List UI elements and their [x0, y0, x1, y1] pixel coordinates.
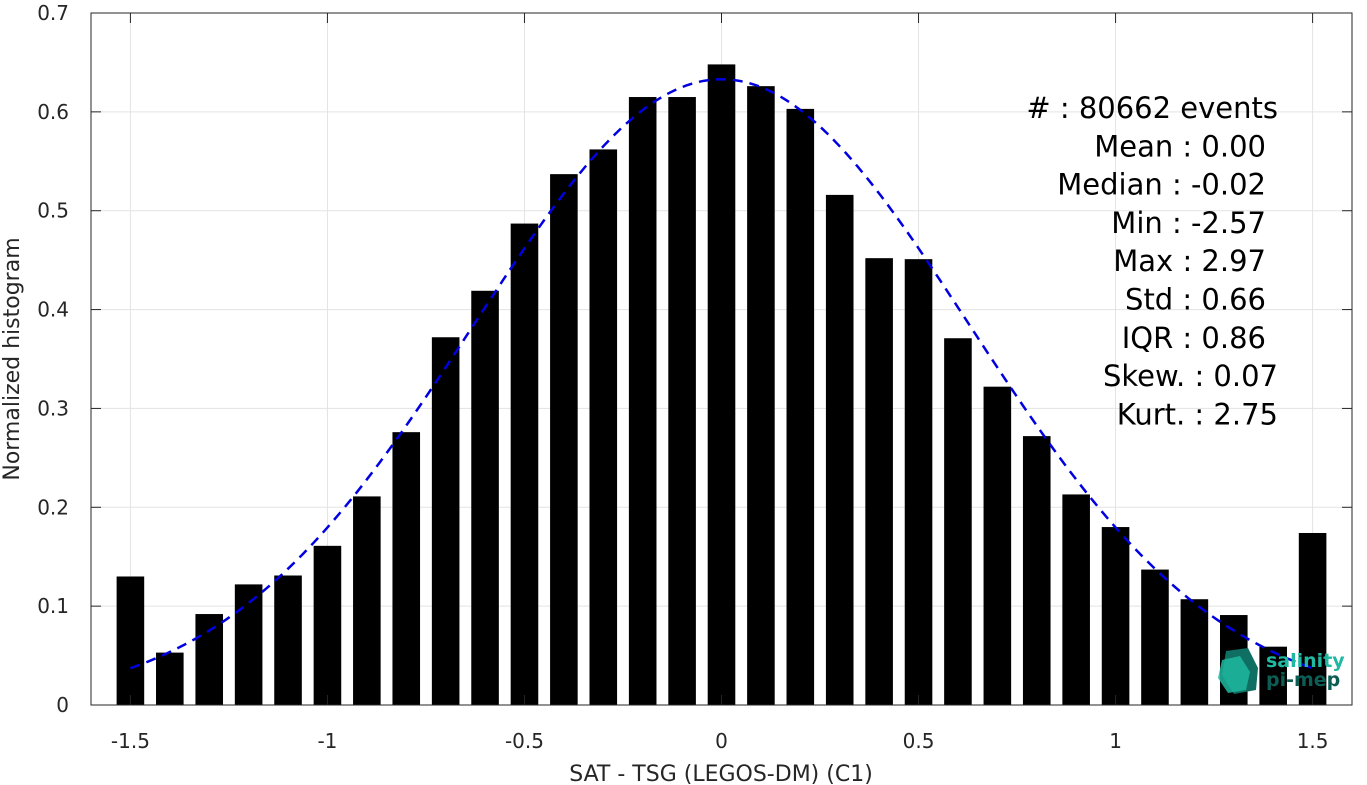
histogram-bar — [628, 97, 657, 706]
histogram-bar — [589, 149, 618, 705]
histogram-bar — [1141, 569, 1169, 705]
logo-mark-front — [1218, 656, 1250, 693]
histogram-bar — [747, 86, 775, 705]
histogram-bar — [274, 575, 302, 705]
x-tick-label: 0 — [715, 729, 728, 753]
logo-text-salinity: salinity — [1266, 650, 1345, 672]
statistics-annotation: # : 80662 events Mean : 0.00 Median : -0.0… — [1026, 91, 1278, 431]
y-tick-label: 0.4 — [37, 298, 69, 322]
histogram-bar — [313, 545, 342, 705]
histogram-bar — [156, 652, 184, 705]
y-tick-label: 0.5 — [37, 199, 69, 223]
histogram-bar — [904, 259, 933, 705]
x-axis-label: SAT - TSG (LEGOS-DM) (C1) — [569, 762, 873, 785]
stat-line: Mean : 0.00 — [1094, 129, 1266, 163]
x-tick-label: 0.5 — [903, 729, 935, 753]
histogram-bar — [707, 64, 736, 706]
histogram-bar — [234, 584, 263, 705]
stat-line: Kurt. : 2.75 — [1117, 397, 1278, 431]
salinity-pimep-logo: salinity pi-mep — [1218, 648, 1345, 694]
stat-line: Skew. : 0.07 — [1103, 359, 1278, 393]
histogram-bar — [668, 97, 696, 706]
histogram-bar — [471, 290, 499, 705]
histogram-bar — [1062, 494, 1090, 705]
y-tick-label: 0.3 — [37, 396, 69, 420]
logo-text-pimep: pi-mep — [1266, 669, 1340, 691]
x-tick-label: 1.5 — [1297, 729, 1329, 753]
histogram-bar — [786, 108, 815, 706]
histogram-bar — [550, 174, 578, 705]
histogram-bar — [1298, 532, 1327, 705]
x-tick-label: 1 — [1109, 729, 1122, 753]
x-tick-label: -0.5 — [505, 729, 544, 753]
normal-fit-curve — [129, 77, 1314, 670]
y-tick-label: 0.7 — [37, 1, 69, 25]
stat-line: Min : -2.57 — [1111, 206, 1266, 240]
y-tick-label: 0.1 — [37, 594, 69, 618]
stat-line: Max : 2.97 — [1113, 244, 1266, 278]
stat-line: Std : 0.66 — [1125, 283, 1266, 317]
histogram-bar — [195, 614, 224, 705]
stat-line: Median : -0.02 — [1057, 168, 1266, 202]
y-tick-label: 0 — [56, 693, 69, 717]
histogram-bar — [1101, 527, 1130, 705]
y-tick-label: 0.6 — [37, 100, 69, 124]
y-tick-labels: 0 0.1 0.2 0.3 0.4 0.5 0.6 0.7 — [37, 1, 69, 717]
histogram-bar — [353, 496, 381, 705]
x-tick-labels: -1.5 -1 -0.5 0 0.5 1 1.5 — [111, 729, 1329, 753]
x-tick-label: -1.5 — [111, 729, 150, 753]
stat-line: # : 80662 events — [1026, 91, 1278, 125]
x-tick-label: -1 — [317, 729, 337, 753]
y-tick-label: 0.2 — [37, 495, 69, 519]
histogram-bars — [116, 64, 1327, 706]
axis-ticks — [91, 12, 1352, 706]
histogram-bar — [983, 386, 1012, 705]
histogram-bar — [1022, 436, 1051, 705]
stat-line: IQR : 0.86 — [1122, 321, 1266, 355]
histogram-bar — [510, 223, 539, 705]
histogram-bar — [431, 337, 460, 705]
histogram-bar — [392, 432, 421, 705]
histogram-bar — [1180, 599, 1209, 705]
histogram-bar — [865, 258, 893, 705]
histogram-bar — [825, 194, 854, 705]
histogram-bar — [944, 338, 972, 705]
histogram-bar — [116, 576, 145, 705]
histogram-bar — [1259, 646, 1287, 705]
y-axis-label: Normalized histogram — [0, 237, 25, 480]
